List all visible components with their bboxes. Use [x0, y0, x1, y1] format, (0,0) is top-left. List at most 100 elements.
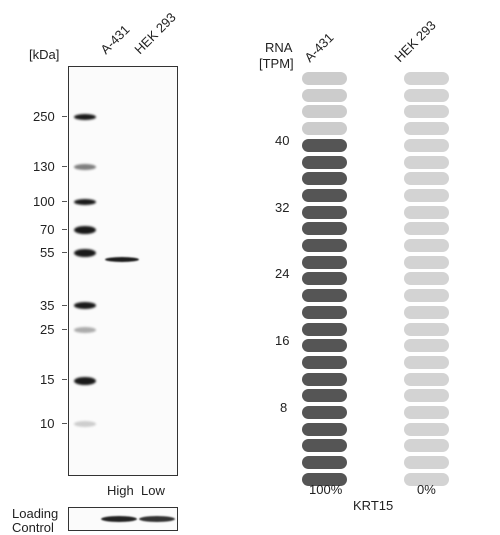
- rna-label-a431: A-431: [301, 29, 337, 65]
- rna-hek293-segment-empty: [404, 406, 449, 419]
- rna-a431-segment-filled: [302, 255, 347, 269]
- ladder-band-10: [74, 421, 96, 427]
- loading-control-label-line2: Control: [12, 520, 54, 535]
- rna-bar-a431: [302, 72, 347, 486]
- ladder-band-35: [74, 302, 96, 309]
- rna-hek293-segment-empty: [404, 255, 449, 269]
- rna-a431-segment-filled: [302, 456, 347, 470]
- rna-a431-segment-filled: [302, 289, 347, 303]
- loading-control-blot: [68, 507, 178, 531]
- rna-hek293-segment-empty: [404, 272, 449, 286]
- rna-hek293-segment-empty: [404, 88, 449, 102]
- rna-a431-segment-filled: [302, 239, 347, 252]
- marker-10: 10: [40, 416, 55, 431]
- rna-tick-32: 32: [275, 200, 290, 215]
- gene-name: KRT15: [353, 498, 394, 513]
- ladder-band-15: [74, 377, 96, 385]
- rna-hek293-segment-empty: [404, 372, 449, 386]
- rna-tick-16: 16: [275, 333, 290, 348]
- loading-control-label-line1: Loading: [12, 506, 59, 521]
- rna-a431-segment-filled: [302, 155, 347, 169]
- rna-hek293-segment-empty: [404, 205, 449, 219]
- rna-a431-segment-empty: [302, 105, 347, 119]
- ladder-band-130: [74, 164, 96, 170]
- ladder-band-70: [74, 226, 96, 234]
- rna-a431-segment-filled: [302, 339, 347, 353]
- ladder-band-250: [74, 114, 96, 120]
- rna-hek293-segment-empty: [404, 322, 449, 336]
- rna-percent-hek293: 0%: [417, 482, 436, 497]
- lane-level-low: Low: [141, 483, 165, 498]
- marker-35: 35: [40, 298, 55, 313]
- kda-label: [kDa]: [29, 47, 60, 62]
- loading-band-hek293: [139, 516, 175, 522]
- rna-hek293-segment-empty: [404, 105, 449, 119]
- rna-a431-segment-filled: [302, 305, 347, 319]
- rna-hek293-segment-empty: [404, 239, 449, 252]
- rna-hek293-segment-empty: [404, 422, 449, 436]
- rna-hek293-segment-empty: [404, 172, 449, 186]
- marker-tick: [62, 329, 67, 330]
- rna-percent-a431: 100%: [309, 482, 343, 497]
- rna-bar-hek293: [404, 72, 449, 486]
- rna-tick-8: 8: [280, 400, 288, 415]
- marker-55: 55: [40, 245, 55, 260]
- marker-tick: [62, 166, 67, 167]
- marker-15: 15: [40, 372, 55, 387]
- rna-tick-40: 40: [275, 133, 290, 148]
- sample-band-a431: [105, 257, 139, 262]
- rna-hek293-segment-empty: [404, 72, 449, 85]
- rna-hek293-segment-empty: [404, 122, 449, 136]
- rna-hek293-segment-empty: [404, 339, 449, 353]
- rna-label-hek293: HEK 293: [391, 17, 439, 66]
- lane-label-a431: A-431: [97, 21, 133, 57]
- ladder-band-25: [74, 327, 96, 333]
- western-blot-image: [68, 66, 178, 476]
- rna-hek293-segment-empty: [404, 439, 449, 453]
- ladder-band-100: [74, 199, 96, 205]
- rna-hek293-segment-empty: [404, 138, 449, 152]
- rna-a431-segment-filled: [302, 439, 347, 453]
- marker-70: 70: [40, 222, 55, 237]
- marker-25: 25: [40, 322, 55, 337]
- lane-level-high: High: [107, 483, 134, 498]
- rna-header-line1: RNA: [265, 40, 293, 55]
- rna-hek293-segment-empty: [404, 222, 449, 236]
- lane-label-hek293: HEK 293: [131, 9, 179, 58]
- rna-hek293-segment-empty: [404, 472, 449, 486]
- rna-hek293-segment-empty: [404, 389, 449, 403]
- rna-a431-segment-filled: [302, 322, 347, 336]
- rna-a431-segment-filled: [302, 172, 347, 186]
- ladder-band-55: [74, 249, 96, 257]
- rna-tick-24: 24: [275, 266, 290, 281]
- rna-a431-segment-filled: [302, 406, 347, 419]
- rna-a431-segment-filled: [302, 188, 347, 202]
- marker-tick: [62, 379, 67, 380]
- rna-a431-segment-filled: [302, 222, 347, 236]
- loading-band-a431: [101, 516, 137, 522]
- rna-hek293-segment-empty: [404, 155, 449, 169]
- rna-a431-segment-empty: [302, 72, 347, 85]
- marker-tick: [62, 423, 67, 424]
- marker-tick: [62, 252, 67, 253]
- marker-tick: [62, 201, 67, 202]
- rna-a431-segment-filled: [302, 138, 347, 152]
- marker-tick: [62, 305, 67, 306]
- rna-hek293-segment-empty: [404, 188, 449, 202]
- rna-a431-segment-filled: [302, 472, 347, 486]
- marker-130: 130: [33, 159, 55, 174]
- rna-hek293-segment-empty: [404, 305, 449, 319]
- marker-100: 100: [33, 194, 55, 209]
- rna-a431-segment-filled: [302, 422, 347, 436]
- rna-a431-segment-empty: [302, 122, 347, 136]
- rna-a431-segment-filled: [302, 389, 347, 403]
- rna-a431-segment-filled: [302, 355, 347, 369]
- marker-250: 250: [33, 109, 55, 124]
- rna-a431-segment-filled: [302, 205, 347, 219]
- marker-tick: [62, 229, 67, 230]
- rna-hek293-segment-empty: [404, 289, 449, 303]
- marker-tick: [62, 116, 67, 117]
- rna-a431-segment-empty: [302, 88, 347, 102]
- rna-hek293-segment-empty: [404, 456, 449, 470]
- rna-a431-segment-filled: [302, 272, 347, 286]
